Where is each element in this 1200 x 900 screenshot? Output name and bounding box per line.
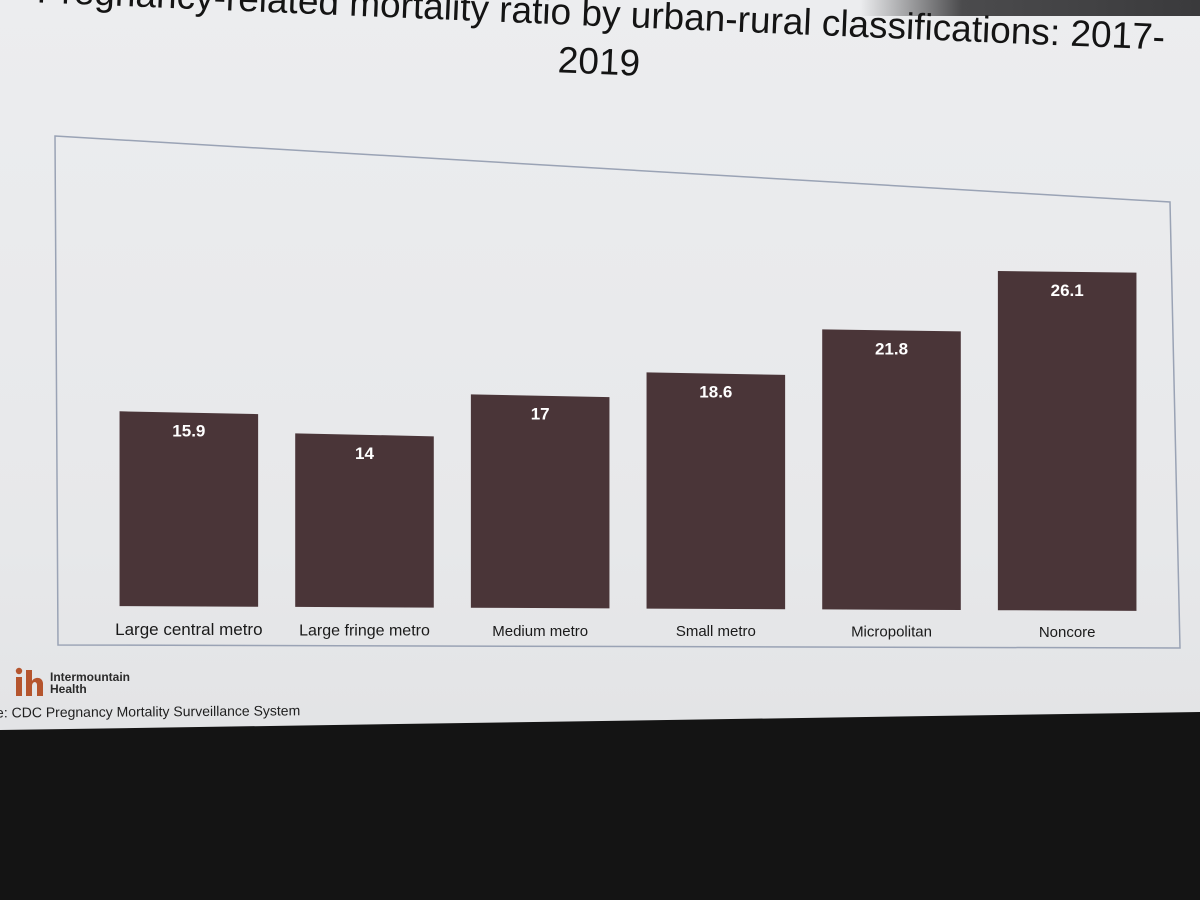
logo-wordmark: Intermountain Health xyxy=(50,671,170,695)
category-tick-label: Noncore xyxy=(1039,624,1096,641)
category-tick-label: Medium metro xyxy=(492,623,588,640)
screen-top-edge xyxy=(860,0,1200,16)
bar-medium-metro xyxy=(470,394,610,609)
bar-noncore xyxy=(997,271,1137,611)
bar-value-label: 15.9 xyxy=(172,422,205,441)
bar-micropolitan xyxy=(822,329,961,611)
logo-wordmark-line-2: Health xyxy=(50,682,87,696)
bar-value-label: 14 xyxy=(355,444,374,463)
category-tick-label: Large fringe metro xyxy=(299,622,430,639)
bar-large-fringe-metro xyxy=(295,433,434,608)
category-tick-label: Micropolitan xyxy=(851,623,932,640)
category-tick-label: Large central metro xyxy=(115,620,262,639)
category-tick-label: Small metro xyxy=(676,623,756,640)
intermountain-logo-mark-icon xyxy=(15,667,43,696)
source-note: e: CDC Pregnancy Mortality Surveillance … xyxy=(0,702,301,721)
bar-large-central-metro xyxy=(119,411,259,607)
plot-area-frame xyxy=(54,135,1181,649)
logo-wordmark-line-1: Intermountain xyxy=(50,670,130,684)
intermountain-logo: Intermountain Health xyxy=(12,666,162,702)
bars-layer: 15.9 Large central metro 14 Large fringe me… xyxy=(115,271,1137,641)
bar-small-metro xyxy=(646,372,786,610)
bar-value-label: 21.8 xyxy=(875,339,908,358)
bar-value-label: 26.1 xyxy=(1051,281,1084,300)
bar-value-label: 17 xyxy=(531,405,550,424)
bar-value-label: 18.6 xyxy=(699,383,732,402)
